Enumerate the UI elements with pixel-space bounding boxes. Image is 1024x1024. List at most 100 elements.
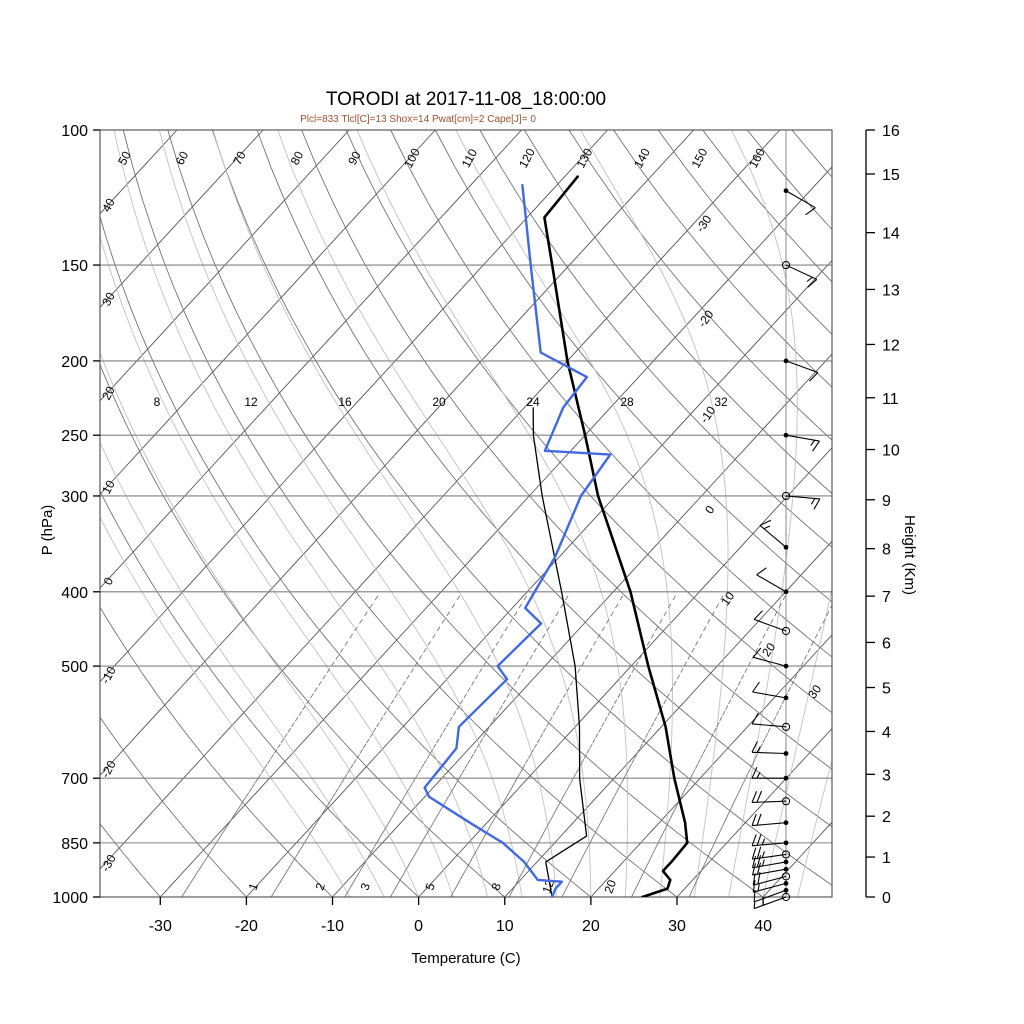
temperature-tick-label: 10 — [496, 918, 514, 935]
dry-adiabat-label: 60 — [173, 149, 192, 168]
height-tick-label: 6 — [882, 635, 891, 652]
temperature-profile — [543, 175, 689, 897]
mixing-ratio-label: 5 — [423, 881, 439, 892]
y-axis-label: P (hPa) — [39, 505, 56, 556]
height-axis-label: Height (Km) — [901, 515, 918, 595]
pressure-tick-label: 400 — [61, 585, 88, 602]
pressure-tick-label: 100 — [61, 123, 88, 140]
temperature-tick-label: 40 — [754, 918, 772, 935]
wind-barb — [751, 833, 789, 847]
height-tick-label: 16 — [882, 123, 900, 140]
wind-barb — [751, 713, 791, 731]
wind-barb — [783, 432, 820, 452]
dry-adiabat-label: 80 — [288, 149, 307, 168]
moist-adiabat-label: 20 — [432, 395, 446, 409]
moist-adiabat-label: 8 — [154, 395, 161, 409]
height-tick-label: 1 — [882, 850, 891, 867]
height-tick-label: 10 — [882, 443, 900, 460]
mixing-ratio-label: 8 — [489, 881, 505, 892]
dry-adiabat-label: 10 — [99, 478, 118, 497]
pressure-tick-label: 1000 — [52, 890, 88, 907]
pressure-tick-label: 700 — [61, 771, 88, 788]
height-tick-label: 8 — [882, 542, 891, 559]
temperature-tick-label: -30 — [149, 918, 172, 935]
dry-adiabat-label: 40 — [99, 196, 118, 215]
dry-adiabat-label: 30 — [99, 290, 118, 309]
wind-barb — [752, 681, 789, 701]
wind-barb — [753, 892, 791, 910]
wind-barb — [753, 610, 791, 636]
wind-barb — [752, 647, 789, 669]
wind-barb — [783, 358, 819, 382]
dewpoint-profile — [423, 183, 612, 897]
wind-barb — [753, 887, 789, 903]
stability-indices: Plcl=833 Tlcl[C]=13 Shox=14 Pwat[cm]=2 C… — [300, 114, 536, 125]
wind-barb — [781, 260, 818, 288]
dry-adiabat-label: 70 — [230, 149, 249, 168]
dry-adiabat-label: 50 — [115, 149, 134, 168]
height-tick-label: 15 — [882, 167, 900, 184]
height-tick-label: 13 — [882, 282, 900, 299]
moist-adiabat-label: 28 — [620, 395, 634, 409]
temperature-tick-label: -20 — [235, 918, 258, 935]
pressure-tick-label: 150 — [61, 258, 88, 275]
wind-barb — [759, 519, 789, 550]
wind-barb — [751, 741, 789, 756]
dry-adiabat-label: 90 — [345, 149, 364, 168]
dry-adiabat-label: 150 — [689, 146, 711, 171]
profile-curves — [423, 175, 689, 897]
moist-adiabat-label: 16 — [338, 395, 352, 409]
height-tick-label: 11 — [882, 391, 899, 408]
height-tick-label: 0 — [882, 890, 891, 907]
moist-adiabat-label: 24 — [526, 395, 540, 409]
isotherm-label: -30 — [693, 212, 715, 235]
wind-barb — [781, 491, 821, 510]
mixing-ratio-label: 1 — [246, 881, 262, 892]
pressure-tick-label: 850 — [61, 836, 88, 853]
isotherm-label: 0 — [702, 503, 717, 517]
pressure-tick-label: 200 — [61, 354, 88, 371]
dry-adiabat-label: 100 — [401, 146, 423, 171]
wind-barb — [783, 188, 816, 216]
isotherm-label: 20 — [759, 640, 778, 659]
height-tick-label: 14 — [882, 226, 900, 243]
dry-adiabat-label: 120 — [516, 146, 538, 171]
page-title: TORODI at 2017-11-08_18:00:00 — [326, 89, 606, 110]
moist-adiabat-label: 32 — [714, 395, 728, 409]
wind-barb — [756, 567, 789, 595]
temperature-tick-label: 0 — [414, 918, 423, 935]
dry-adiabat-label: -30 — [98, 852, 119, 874]
mixing-ratio-label: 20 — [601, 878, 619, 896]
mixing-ratio-label: 3 — [358, 881, 374, 892]
moist-adiabat-label: 12 — [244, 395, 258, 409]
wind-barb-column — [751, 130, 821, 910]
isotherm-label: -20 — [695, 307, 717, 330]
height-tick-label: 5 — [882, 681, 891, 698]
wind-barb — [751, 862, 789, 876]
temperature-tick-label: 30 — [668, 918, 686, 935]
wind-barb — [752, 880, 789, 893]
height-tick-label: 2 — [882, 809, 891, 826]
dry-adiabat-label: 140 — [631, 146, 653, 171]
height-tick-label: 4 — [882, 724, 891, 741]
dry-adiabat-label: 110 — [459, 146, 480, 170]
wind-barb — [751, 813, 789, 827]
wind-barb — [751, 846, 791, 860]
grid-layer: 50 60 70 80 90 100 110 120 130 140 150 160403020100… — [98, 129, 833, 898]
pressure-tick-label: 500 — [61, 659, 88, 676]
parcel-trace — [532, 407, 588, 897]
mixing-ratio-label: 2 — [313, 881, 329, 892]
height-tick-label: 7 — [882, 589, 891, 606]
pressure-tick-label: 250 — [61, 428, 88, 445]
temperature-tick-label: -10 — [321, 918, 344, 935]
height-tick-label: 9 — [882, 493, 891, 510]
dry-adiabat-label: 20 — [99, 384, 118, 403]
x-axis-label: Temperature (C) — [411, 950, 520, 967]
dry-adiabat-label: -10 — [98, 664, 119, 686]
dry-adiabat-label: 0 — [101, 575, 117, 588]
temperature-tick-label: 20 — [582, 918, 600, 935]
wind-barb — [751, 790, 791, 806]
